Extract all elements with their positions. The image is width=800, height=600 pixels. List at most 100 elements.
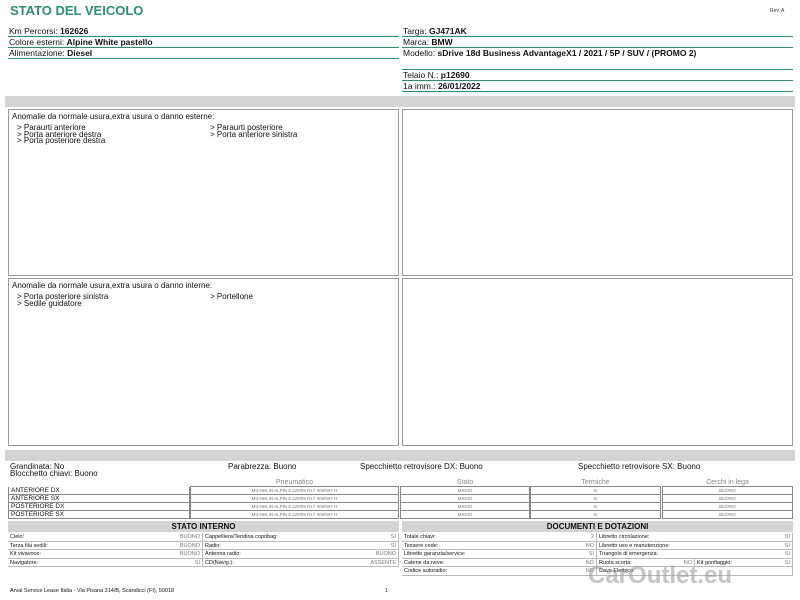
tyre-cell: MEDIO: [400, 503, 530, 511]
table-label: Catene da neve:: [404, 559, 445, 566]
info-value: Diesel: [67, 48, 93, 58]
table-value: ASSENTE: [370, 559, 396, 566]
damage-item: > Porta posteriore sinistra: [17, 292, 109, 301]
table-value: NO: [585, 559, 594, 566]
info-row: Colore esterni: Alpine White pastello: [8, 37, 399, 48]
damage-heading: Anomalie da normale usura,extra usura o …: [12, 112, 215, 121]
table-value: SI: [784, 559, 790, 566]
tyre-cell: SI: [530, 495, 661, 503]
tyre-header: Termiche: [530, 479, 661, 487]
damage-item: > Paraurti anteriore: [17, 123, 86, 132]
tyre-cell: POSTERIORE SX: [8, 511, 190, 519]
section-bar: [5, 96, 795, 107]
table-value: NO: [585, 542, 594, 549]
table-cell: Radio: SI: [203, 541, 399, 550]
damage-heading: Anomalie da normale usura,extra usura o …: [12, 281, 213, 290]
table-label: Codice autoradio:: [404, 568, 448, 574]
info-row: 1a imm.: 26/01/2022: [402, 81, 793, 92]
info-label: 1a imm.:: [403, 81, 438, 91]
table-cell: Cielo: BUONO: [8, 533, 203, 542]
table-label: Libretto uso e manutenzione:: [599, 542, 670, 549]
tyre-cell: MICHELIN ALPIN 5 225/55 R17 000/097 H: [190, 511, 399, 519]
tyre-cell: MICHELIN ALPIN 5 225/55 R17 000/097 H: [190, 487, 399, 495]
table-label: Libretto circolazione:: [599, 534, 650, 540]
table-cell: Triangolo di emergenza: SI: [597, 550, 793, 559]
damage-item: > Porta posteriore destra: [17, 136, 106, 145]
internal-damage-box: [8, 278, 399, 446]
info-row: Marca: BMW: [402, 37, 793, 48]
tyre-cell: BUONO: [662, 511, 793, 519]
info-label: Modello:: [403, 48, 438, 58]
tyre-header: Stato: [400, 479, 530, 487]
table-cell: Cappelliera/Tendina copribag: SI: [203, 533, 399, 542]
table-value: SI: [194, 559, 200, 566]
table-label: Cavo Elettrico:: [599, 568, 635, 574]
info-label: Targa:: [403, 26, 429, 36]
tyre-cell: MEDIO: [400, 495, 530, 503]
table-label: Totale chiavi:: [404, 534, 436, 540]
table-cell: Kit vivavoce: BUONO: [8, 550, 203, 559]
condition: Blocchetto chiavi: Buono: [10, 469, 98, 478]
footer-address: Arval Service Lease Italia - Via Pisana …: [10, 588, 175, 594]
tyre-header: Pneumatico: [190, 479, 399, 487]
info-value: 162626: [60, 26, 89, 36]
internal-image-box: [402, 278, 793, 446]
tyre-cell: SI: [530, 511, 661, 519]
table-value: BUONO: [179, 551, 200, 557]
tyre-cell: MEDIO: [400, 511, 530, 519]
info-label: Colore esterni:: [9, 37, 67, 47]
tyre-cell: POSTERIORE DX: [8, 503, 190, 511]
table-cell: Tessere code: NO: [402, 541, 597, 550]
table-value: SI: [784, 542, 790, 549]
tyre-cell: BUONO: [662, 495, 793, 503]
info-label: Alimentazione:: [9, 48, 68, 58]
info-value: 26/01/2022: [437, 81, 481, 91]
table-label: CD(Navig.):: [205, 559, 234, 566]
info-label: Telaio N.:: [403, 70, 441, 80]
damage-item: > Porta anteriore destra: [17, 129, 102, 139]
table-label: Tessere code:: [404, 542, 439, 549]
info-row: Alimentazione: Diesel: [8, 48, 399, 59]
info-value: p12690: [440, 70, 470, 80]
table-cell: Cavo Elettrico:: [597, 567, 793, 576]
tyre-cell: BUONO: [662, 503, 793, 511]
info-label: Km Percorsi:: [9, 26, 61, 36]
damage-item: > Porta anteriore sinistra: [210, 129, 298, 139]
table-value: SI: [390, 542, 396, 549]
revision: Rev. A: [770, 8, 785, 14]
table-cell: Catene da neve: NO: [402, 558, 597, 567]
table-cell: Antenna radio: BUONO: [203, 550, 399, 559]
tyre-cell: MICHELIN ALPIN 5 225/55 R17 000/097 H: [190, 495, 399, 503]
table-value: NO: [585, 568, 594, 574]
condition: Grandinata: No: [10, 462, 65, 471]
condition: Specchietto retrovisore SX: Buono: [578, 462, 701, 471]
tyre-cell: ANTERIORE DX: [8, 487, 190, 495]
table-value: BUONO: [179, 534, 200, 540]
condition: Parabrezza: Buono: [228, 462, 297, 471]
table-label: Kit gonfiaggio:: [697, 559, 732, 566]
table-value: SI: [784, 551, 790, 557]
table-cell: Kit gonfiaggio: SI: [695, 558, 793, 567]
table-cell: Codice autoradio: NO: [402, 567, 597, 576]
table-label: Cappelliera/Tendina copribag:: [205, 534, 278, 540]
table-value: BUONO: [179, 542, 200, 549]
table-value: SI: [588, 551, 594, 557]
info-value: BMW: [431, 37, 453, 47]
info-row: Km Percorsi: 162626: [8, 26, 399, 37]
external-image-box: [402, 109, 793, 276]
tyre-cell: SI: [530, 487, 661, 495]
info-label: Marca:: [403, 37, 432, 47]
watermark: CarOutlet.eu: [588, 562, 733, 589]
table-label: Antenna radio:: [205, 551, 241, 557]
tyre-cell: BUONO: [662, 487, 793, 495]
table-value: SI: [784, 534, 790, 540]
table-label: Navigatore:: [10, 559, 39, 566]
table-label: Terza fila sedili:: [10, 542, 48, 549]
table-label: Radio:: [205, 542, 221, 549]
table-cell: CD(Navig.): ASSENTE: [203, 558, 399, 567]
info-value: Alpine White pastello: [66, 37, 153, 47]
tyre-cell: ANTERIORE SX: [8, 495, 190, 503]
table-value: SI: [390, 534, 396, 540]
table-cell: Navigatore: SI: [8, 558, 203, 567]
